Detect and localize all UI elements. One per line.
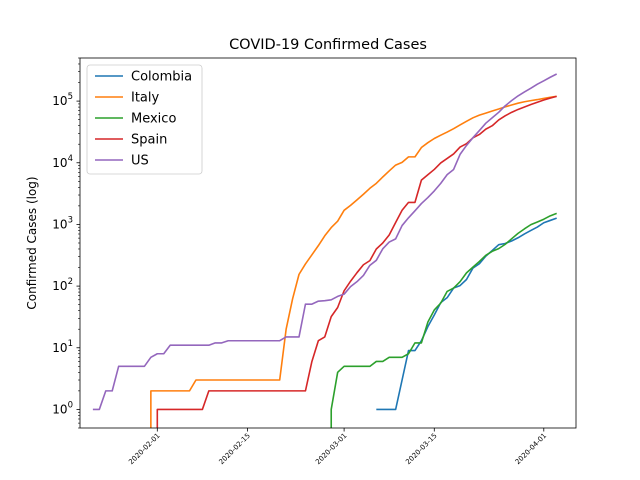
y-tick-label: 103 xyxy=(52,215,73,231)
legend-label-italy: Italy xyxy=(131,91,160,106)
chart-title: COVID-19 Confirmed Cases xyxy=(229,37,427,53)
y-tick-label: 100 xyxy=(52,400,73,416)
legend-label-mexico: Mexico xyxy=(131,112,176,127)
y-tick-label: 101 xyxy=(52,339,73,355)
y-tick-label: 102 xyxy=(52,277,73,293)
legend-box xyxy=(86,64,203,175)
y-tick-label: 104 xyxy=(52,154,73,170)
legend-label-colombia: Colombia xyxy=(131,70,192,85)
series-lines xyxy=(92,73,558,428)
series-line-us xyxy=(92,73,558,411)
series-line-spain xyxy=(156,95,557,428)
legend: Colombia Italy Mexico Spain US xyxy=(86,64,203,175)
series-line-mexico xyxy=(330,212,557,428)
legend-label-us: US xyxy=(131,154,149,169)
y-axis-label: Confirmed Cases (log) xyxy=(25,176,39,309)
legend-label-spain: Spain xyxy=(131,133,167,148)
y-tick-label: 105 xyxy=(52,92,73,108)
series-line-italy xyxy=(150,95,557,428)
